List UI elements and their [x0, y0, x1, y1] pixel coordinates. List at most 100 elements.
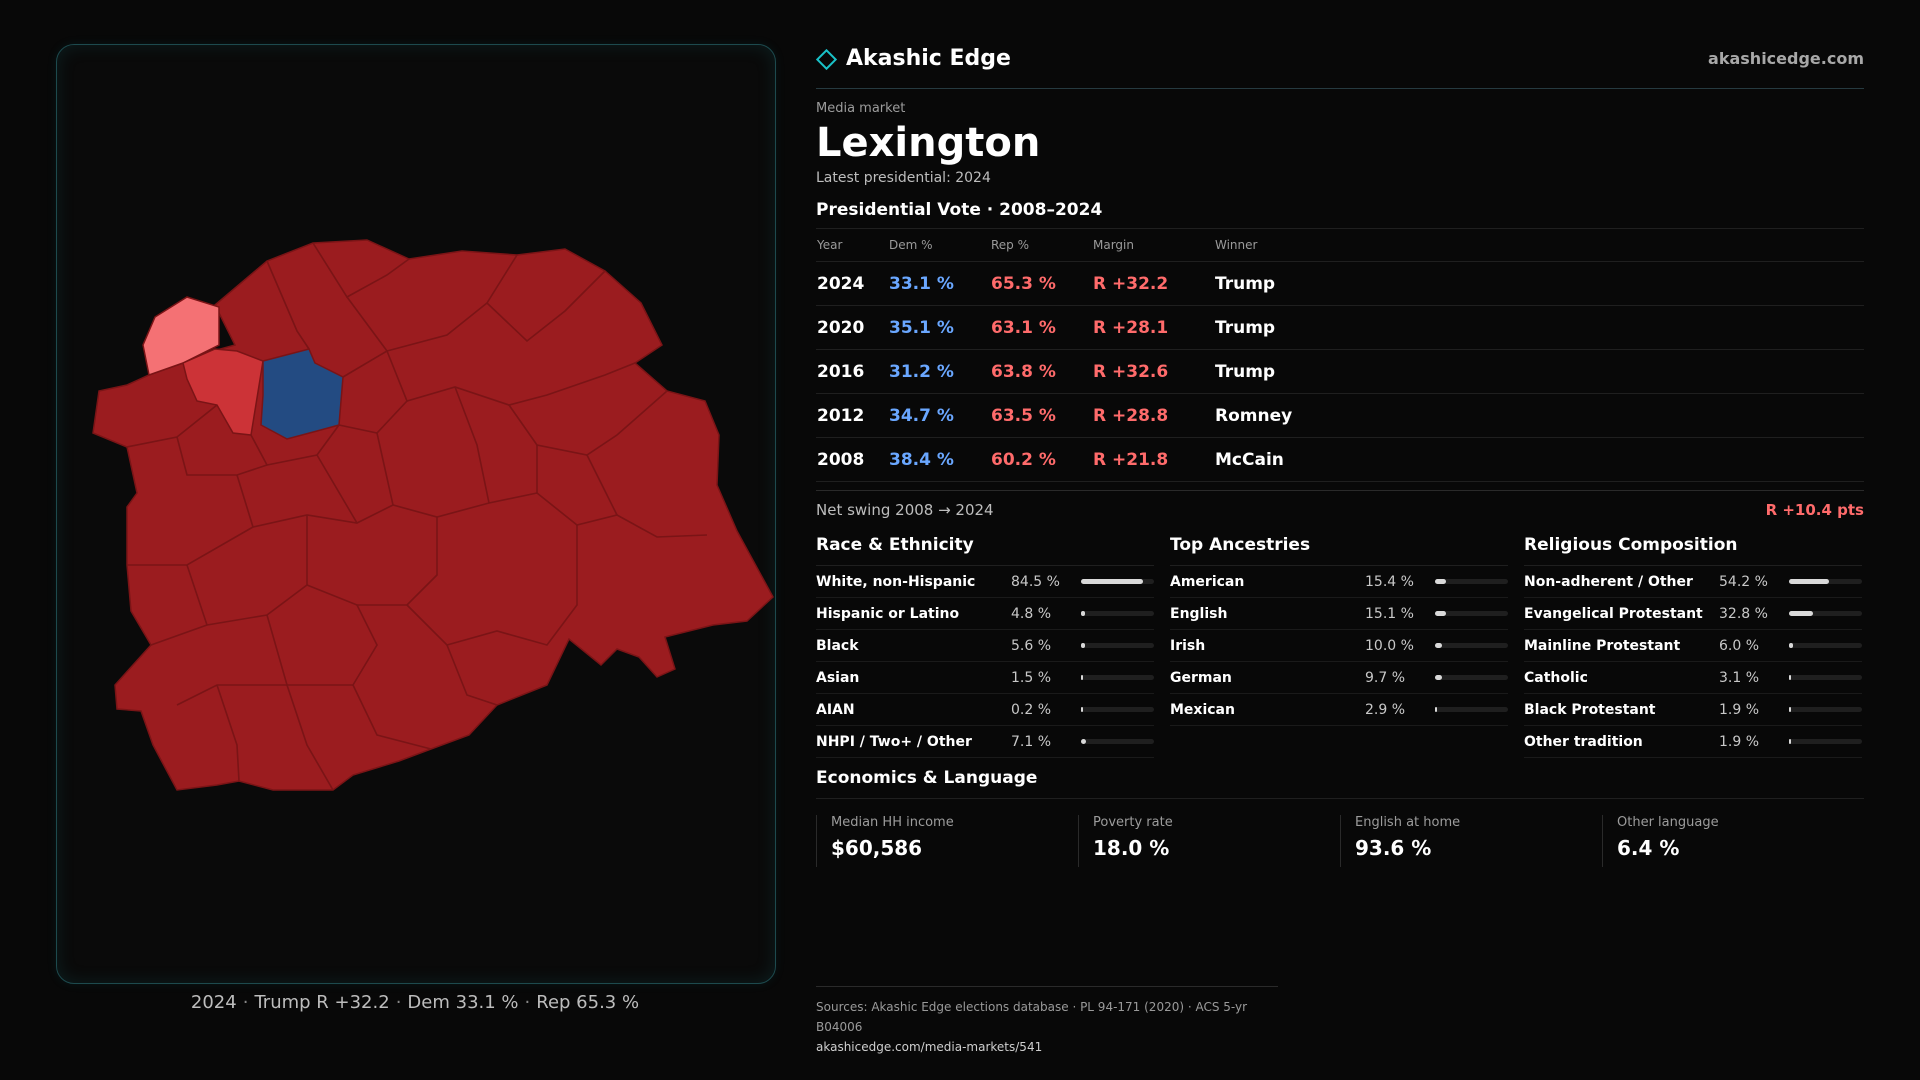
- source-url-link[interactable]: akashicedge.com/media-markets/541: [816, 1040, 1043, 1054]
- metric-value: 84.5 %: [1011, 573, 1060, 590]
- metric-bar-fill: [1081, 675, 1083, 680]
- metric-bar: [1081, 675, 1154, 680]
- metric-bar: [1789, 739, 1862, 744]
- dem-cell: 35.1 %: [888, 305, 990, 350]
- econ-label: Median HH income: [831, 815, 954, 830]
- rep-cell: 63.5 %: [990, 393, 1092, 438]
- county-region[interactable]: [142, 296, 220, 376]
- metric-label: English: [1170, 605, 1228, 622]
- metric-row: Catholic 3.1 %: [1524, 662, 1862, 694]
- economics-cards: Median HH income $60,586 Poverty rate 18…: [816, 815, 1864, 867]
- table-row: 2016 31.2 % 63.8 % R +32.6 Trump: [816, 349, 1864, 394]
- metric-row: NHPI / Two+ / Other 7.1 %: [816, 726, 1154, 758]
- metric-row: AIAN 0.2 %: [816, 694, 1154, 726]
- map-panel: [56, 44, 776, 984]
- metric-bar-fill: [1435, 611, 1447, 616]
- metric-bar-fill: [1435, 579, 1447, 584]
- table-row: 2008 38.4 % 60.2 % R +21.8 McCain: [816, 437, 1864, 482]
- metric-bar: [1435, 579, 1508, 584]
- econ-card: English at home 93.6 %: [1340, 815, 1602, 867]
- rep-cell: 60.2 %: [990, 437, 1092, 482]
- metric-value: 1.9 %: [1719, 701, 1760, 718]
- metric-row: English 15.1 %: [1170, 598, 1508, 630]
- brand[interactable]: Akashic Edge: [815, 46, 1011, 71]
- metric-bar-fill: [1081, 643, 1086, 648]
- metric-bar: [1435, 611, 1508, 616]
- metric-value: 54.2 %: [1719, 573, 1768, 590]
- metric-value: 15.4 %: [1365, 573, 1414, 590]
- econ-label: English at home: [1355, 815, 1461, 830]
- metric-bar: [1789, 707, 1862, 712]
- site-link[interactable]: akashicedge.com: [1708, 48, 1864, 68]
- metric-bar-fill: [1081, 579, 1143, 584]
- metric-label: Mainline Protestant: [1524, 637, 1681, 654]
- margin-cell: R +32.2: [1092, 261, 1214, 306]
- metric-row: Non-adherent / Other 54.2 %: [1524, 566, 1862, 598]
- rep-cell: 63.1 %: [990, 305, 1092, 350]
- county-region[interactable]: [182, 348, 264, 436]
- col-header: Dem %: [888, 229, 990, 262]
- year-cell: 2024: [816, 261, 888, 306]
- metric-label: Evangelical Protestant: [1524, 605, 1703, 622]
- margin-cell: R +32.6: [1092, 349, 1214, 394]
- metric-row: Black 5.6 %: [816, 630, 1154, 662]
- vote-section-title: Presidential Vote · 2008–2024: [816, 200, 1864, 229]
- metric-bar-fill: [1435, 643, 1443, 648]
- page-title: Lexington: [816, 120, 1041, 166]
- table-row: 2020 35.1 % 63.1 % R +28.1 Trump: [816, 305, 1864, 350]
- metric-label: Hispanic or Latino: [816, 605, 960, 622]
- metric-bar-fill: [1789, 643, 1794, 648]
- metric-bar: [1081, 707, 1154, 712]
- metric-label: White, non-Hispanic: [816, 573, 976, 590]
- econ-value: $60,586: [831, 836, 923, 860]
- caption-result: Trump R +32.2: [254, 992, 390, 1013]
- race-title: Race & Ethnicity: [816, 535, 1154, 566]
- vote-table: Year Dem % Rep % Margin Winner 2024 33.1…: [816, 229, 1864, 482]
- metric-row: Black Protestant 1.9 %: [1524, 694, 1862, 726]
- metric-row: Mainline Protestant 6.0 %: [1524, 630, 1862, 662]
- caption-dem: Dem 33.1 %: [407, 992, 519, 1013]
- metric-row: Other tradition 1.9 %: [1524, 726, 1862, 758]
- metric-value: 6.0 %: [1719, 637, 1760, 654]
- econ-card: Other language 6.4 %: [1602, 815, 1864, 867]
- metric-label: AIAN: [816, 701, 855, 718]
- metric-value: 15.1 %: [1365, 605, 1414, 622]
- metric-bar-fill: [1789, 707, 1791, 712]
- metric-bar-fill: [1789, 675, 1792, 680]
- religion-title: Religious Composition: [1524, 535, 1862, 566]
- metric-row: Asian 1.5 %: [816, 662, 1154, 694]
- metric-bar: [1081, 739, 1154, 744]
- econ-label: Other language: [1617, 815, 1719, 830]
- rep-cell: 63.8 %: [990, 349, 1092, 394]
- metric-bar: [1081, 643, 1154, 648]
- metric-label: NHPI / Two+ / Other: [816, 733, 972, 750]
- econ-value: 6.4 %: [1617, 836, 1680, 860]
- swing-value: R +10.4 pts: [1765, 501, 1864, 519]
- table-row: 2012 34.7 % 63.5 % R +28.8 Romney: [816, 393, 1864, 438]
- metric-value: 32.8 %: [1719, 605, 1768, 622]
- metric-bar: [1435, 675, 1508, 680]
- year-cell: 2020: [816, 305, 888, 350]
- year-cell: 2008: [816, 437, 888, 482]
- col-header: Rep %: [990, 229, 1092, 262]
- sources-text: Sources: Akashic Edge elections database…: [816, 1000, 1248, 1034]
- winner-cell: Trump: [1214, 261, 1864, 306]
- econ-value: 18.0 %: [1093, 836, 1170, 860]
- caption-year: 2024: [190, 992, 237, 1013]
- metric-row: Irish 10.0 %: [1170, 630, 1508, 662]
- county-region[interactable]: [260, 348, 344, 440]
- metric-value: 9.7 %: [1365, 669, 1406, 686]
- metric-bar-fill: [1435, 707, 1438, 712]
- metric-row: German 9.7 %: [1170, 662, 1508, 694]
- econ-value: 93.6 %: [1355, 836, 1432, 860]
- winner-cell: Romney: [1214, 393, 1864, 438]
- metric-bar-fill: [1081, 611, 1085, 616]
- caption-rep: Rep 65.3 %: [536, 992, 640, 1013]
- margin-cell: R +28.8: [1092, 393, 1214, 438]
- metric-value: 1.9 %: [1719, 733, 1760, 750]
- table-row: 2024 33.1 % 65.3 % R +32.2 Trump: [816, 261, 1864, 306]
- metric-label: Other tradition: [1524, 733, 1643, 750]
- eyebrow: Media market: [816, 101, 906, 116]
- metric-bar-fill: [1081, 739, 1087, 744]
- rep-cell: 65.3 %: [990, 261, 1092, 306]
